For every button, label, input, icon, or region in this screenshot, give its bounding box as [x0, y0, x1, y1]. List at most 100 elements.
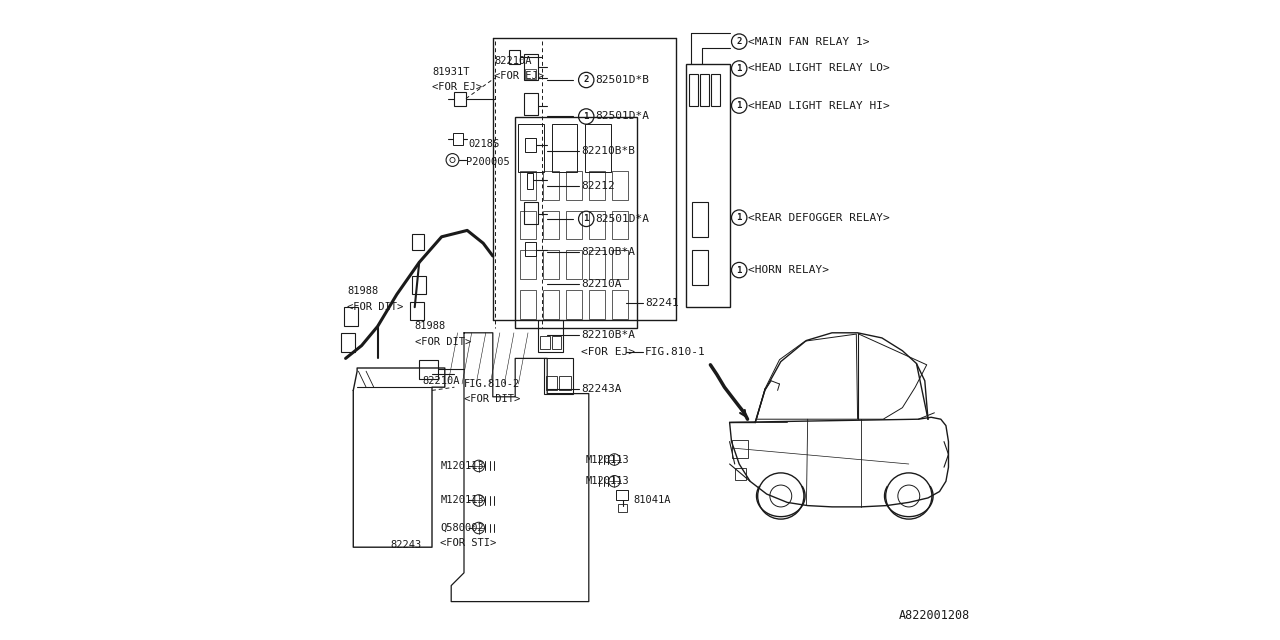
- Text: <FOR DIT>: <FOR DIT>: [415, 337, 471, 347]
- Bar: [735, 468, 746, 480]
- Text: 82210A: 82210A: [494, 56, 531, 66]
- Text: A822001208: A822001208: [900, 609, 970, 622]
- Text: 81931T: 81931T: [433, 67, 470, 77]
- Bar: [524, 93, 538, 115]
- Bar: [538, 320, 563, 352]
- Text: FIG.810-1: FIG.810-1: [645, 347, 705, 357]
- Bar: [612, 171, 628, 200]
- Text: 1: 1: [736, 213, 742, 222]
- Text: 1: 1: [584, 214, 589, 223]
- Text: 82501D*A: 82501D*A: [595, 111, 649, 122]
- Bar: [686, 64, 730, 307]
- Text: <HORN RELAY>: <HORN RELAY>: [749, 265, 829, 275]
- Bar: [566, 250, 582, 279]
- Bar: [700, 74, 709, 106]
- Text: M120113: M120113: [440, 461, 484, 471]
- Bar: [412, 276, 426, 294]
- Text: P200005: P200005: [466, 157, 509, 167]
- Bar: [520, 250, 536, 279]
- Text: 1: 1: [584, 112, 589, 121]
- Bar: [559, 376, 571, 390]
- Text: <FOR EJ>: <FOR EJ>: [581, 347, 635, 357]
- Bar: [543, 171, 559, 200]
- Bar: [589, 290, 605, 319]
- Text: 2: 2: [736, 37, 742, 46]
- Bar: [525, 138, 536, 152]
- Text: 82210B*B: 82210B*B: [581, 146, 635, 156]
- Bar: [589, 171, 605, 200]
- Bar: [692, 202, 709, 237]
- Text: M120113: M120113: [585, 454, 630, 465]
- Bar: [589, 211, 605, 239]
- Bar: [412, 234, 425, 250]
- Text: 82210A: 82210A: [422, 376, 460, 387]
- Bar: [545, 376, 558, 390]
- Bar: [520, 290, 536, 319]
- Text: 82501D*A: 82501D*A: [595, 214, 649, 224]
- Text: <HEAD LIGHT RELAY LO>: <HEAD LIGHT RELAY LO>: [749, 63, 890, 74]
- Bar: [566, 290, 582, 319]
- Bar: [543, 211, 559, 239]
- Bar: [544, 358, 573, 394]
- Bar: [692, 250, 709, 285]
- Bar: [543, 290, 559, 319]
- Bar: [520, 211, 536, 239]
- Text: 81988: 81988: [347, 286, 378, 296]
- Text: 82212: 82212: [581, 180, 614, 191]
- Text: 82241: 82241: [645, 298, 678, 308]
- Bar: [552, 124, 577, 172]
- Bar: [540, 336, 550, 349]
- Bar: [516, 117, 637, 328]
- Text: 82243A: 82243A: [581, 384, 622, 394]
- Bar: [585, 124, 611, 172]
- Bar: [340, 333, 356, 352]
- Text: <REAR DEFOGGER RELAY>: <REAR DEFOGGER RELAY>: [749, 212, 890, 223]
- Bar: [525, 242, 536, 256]
- Bar: [689, 74, 699, 106]
- Bar: [712, 74, 719, 106]
- Bar: [616, 490, 628, 500]
- Text: 1: 1: [736, 64, 742, 73]
- Text: <FOR DIT>: <FOR DIT>: [465, 394, 520, 404]
- Text: 2: 2: [584, 76, 589, 84]
- Bar: [543, 250, 559, 279]
- Bar: [612, 250, 628, 279]
- Text: <HEAD LIGHT RELAY HI>: <HEAD LIGHT RELAY HI>: [749, 100, 890, 111]
- Text: <FOR DIT>: <FOR DIT>: [347, 301, 403, 312]
- Bar: [618, 504, 627, 512]
- Text: Q580002: Q580002: [440, 523, 484, 533]
- Text: 1: 1: [736, 101, 742, 110]
- Text: 82210B*A: 82210B*A: [581, 330, 635, 340]
- Text: 81041A: 81041A: [634, 495, 671, 506]
- Bar: [566, 211, 582, 239]
- Text: FIG.810-2: FIG.810-2: [465, 379, 520, 389]
- Text: 82501D*B: 82501D*B: [595, 75, 649, 85]
- Bar: [612, 290, 628, 319]
- Bar: [508, 50, 520, 64]
- Bar: [566, 171, 582, 200]
- Text: 82243: 82243: [390, 540, 421, 550]
- Bar: [552, 336, 562, 349]
- Text: 82210A: 82210A: [581, 278, 622, 289]
- Bar: [612, 211, 628, 239]
- Bar: [453, 133, 463, 145]
- Text: 82210B*A: 82210B*A: [581, 246, 635, 257]
- Text: 1: 1: [736, 266, 742, 275]
- Text: <FOR EJ>: <FOR EJ>: [433, 82, 483, 92]
- Bar: [527, 173, 534, 189]
- Bar: [518, 124, 544, 172]
- Text: 0218S: 0218S: [468, 139, 499, 149]
- Bar: [524, 54, 538, 80]
- Bar: [525, 69, 536, 79]
- Text: M120113: M120113: [440, 495, 484, 506]
- Bar: [520, 171, 536, 200]
- Bar: [454, 92, 466, 106]
- Bar: [410, 302, 424, 320]
- Bar: [524, 202, 538, 224]
- Text: 81988: 81988: [415, 321, 445, 332]
- Text: <MAIN FAN RELAY 1>: <MAIN FAN RELAY 1>: [749, 36, 869, 47]
- Bar: [589, 250, 605, 279]
- Bar: [420, 360, 438, 379]
- Bar: [732, 440, 748, 458]
- Text: M120113: M120113: [585, 476, 630, 486]
